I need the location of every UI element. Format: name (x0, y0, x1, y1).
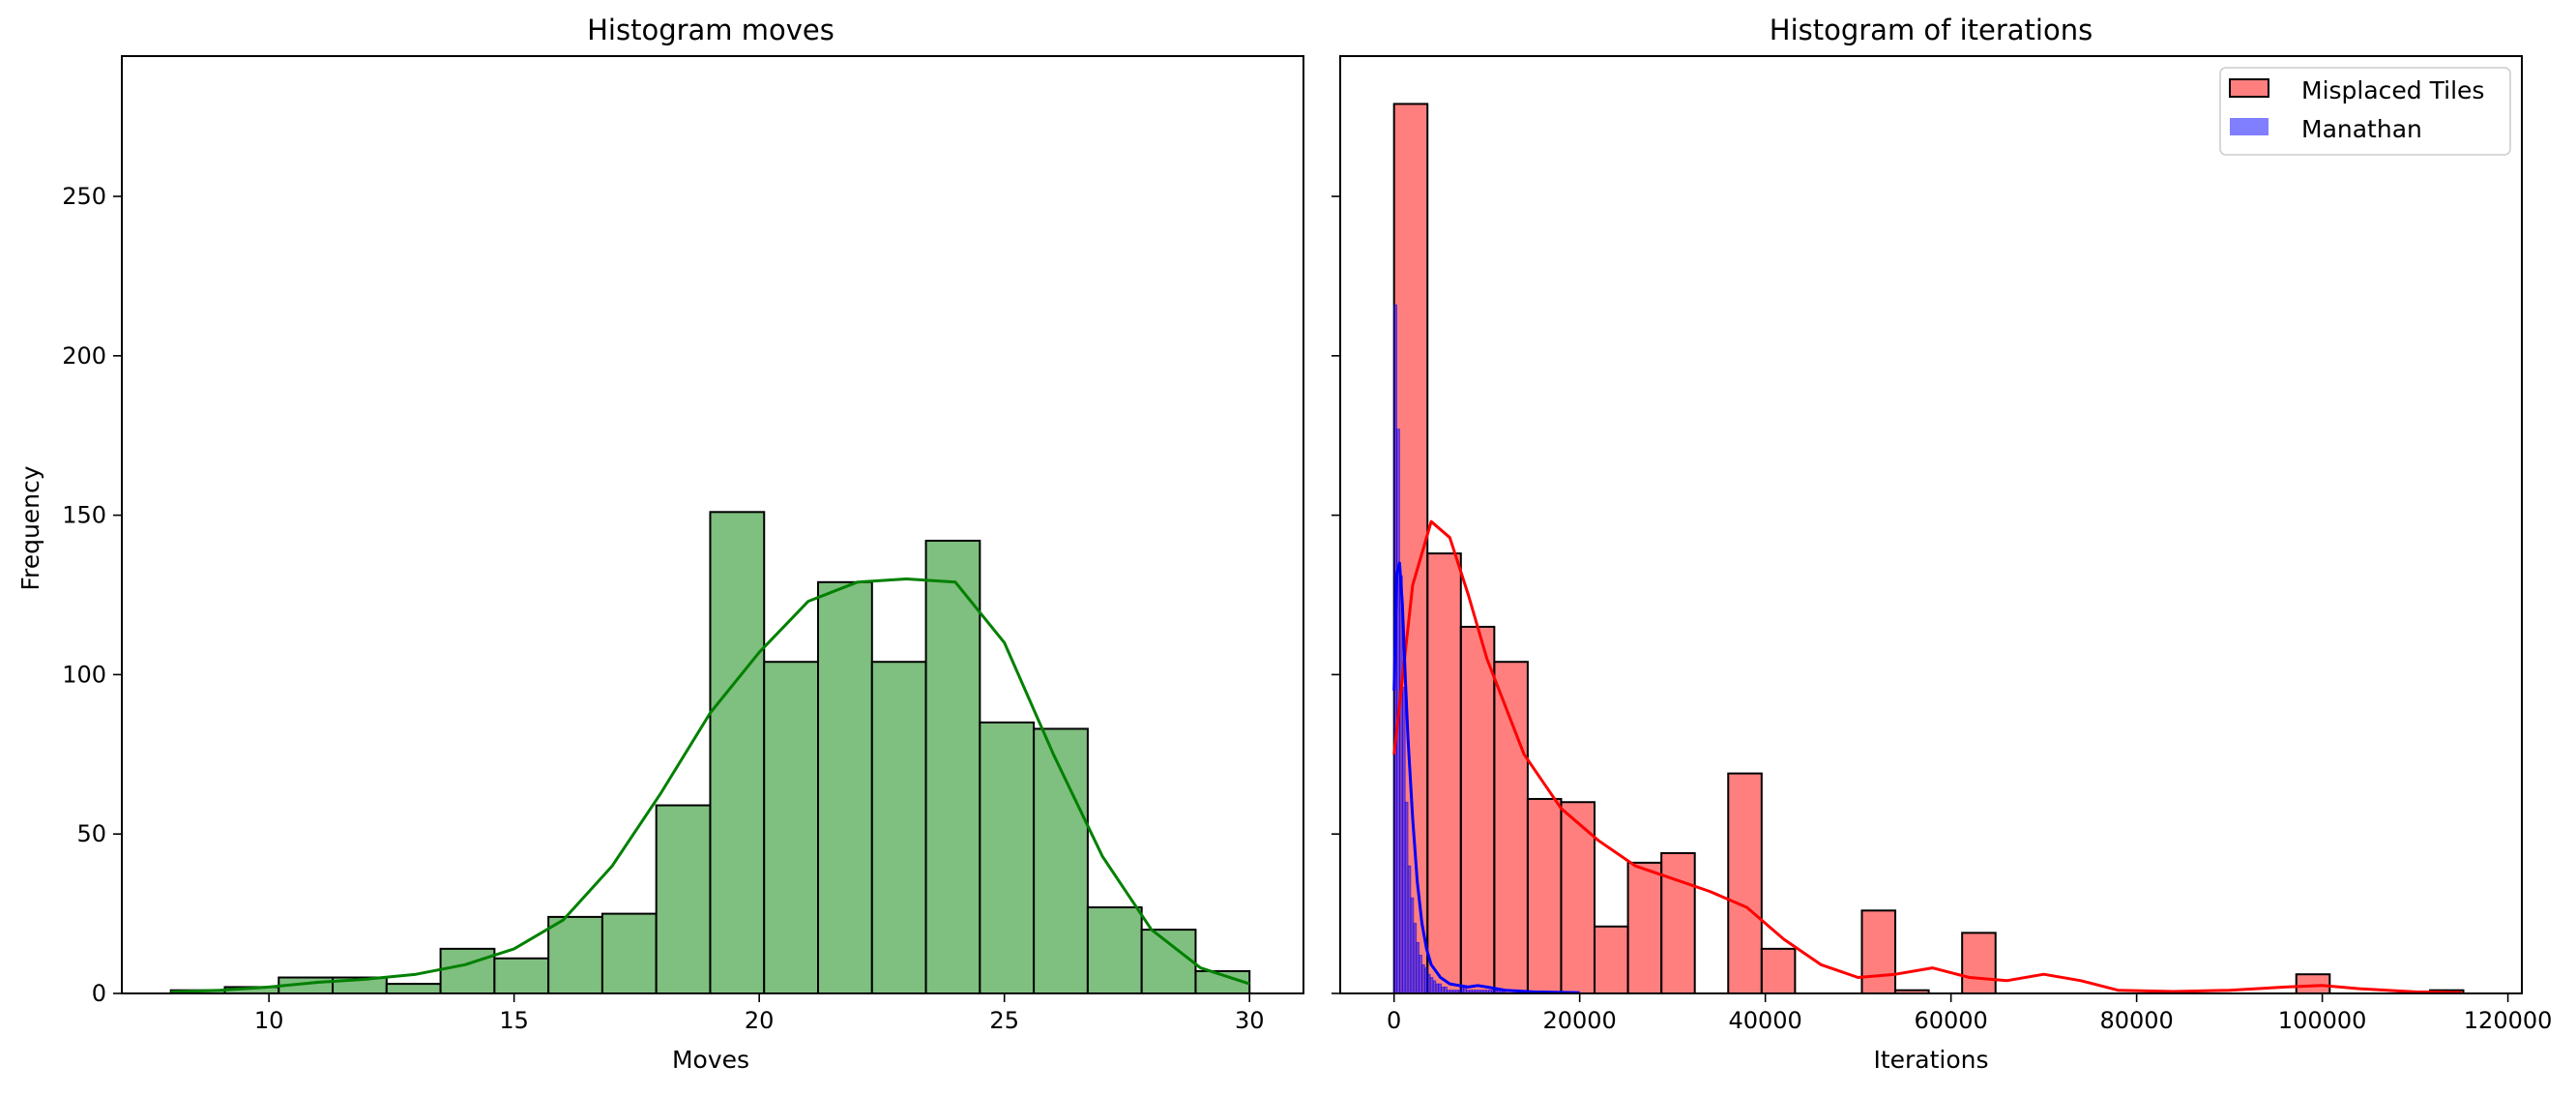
manathan-bar (1438, 983, 1443, 994)
iterations-axes-frame (1339, 55, 2523, 994)
moves-bar (870, 661, 927, 994)
moves-x-ticks: 10 15 20 25 30 (254, 993, 1265, 1034)
moves-bars (169, 511, 1251, 995)
moves-bar (493, 957, 550, 994)
iterations-x-tick-label: 80000 (2099, 1007, 2173, 1034)
iterations-x-tick-label: 40000 (1728, 1007, 1801, 1034)
moves-y-tick-label: 100 (62, 661, 106, 688)
moves-x-tick-label: 15 (499, 1007, 529, 1034)
moves-y-axis-label: Frequency (16, 465, 44, 590)
moves-bar (439, 947, 496, 994)
iterations-x-ticks: 0 20000 40000 60000 80000 100000 120000 (1387, 993, 2552, 1034)
moves-bar (817, 580, 873, 994)
misplaced-tiles-bar (1560, 801, 1596, 994)
manathan-bar (1426, 973, 1431, 994)
moves-y-tick-label: 50 (76, 820, 106, 847)
moves-kde-line (170, 577, 1250, 993)
manathan-bar (1404, 801, 1409, 994)
moves-bar (600, 912, 658, 995)
manathan-bar (1399, 575, 1403, 994)
misplaced-tiles-bar (1961, 932, 1997, 995)
moves-bar (385, 983, 442, 994)
misplaced-tiles-bar (1426, 552, 1462, 994)
moves-bar (547, 915, 603, 994)
moves-axes-frame (121, 55, 1304, 994)
misplaced-tiles-bar (1493, 661, 1529, 994)
moves-chart-title: Histogram moves (587, 14, 834, 46)
moves-x-tick-label: 20 (745, 1007, 775, 1034)
misplaced-tiles-bar (1459, 625, 1496, 994)
iterations-kde (1392, 519, 2462, 994)
moves-x-axis-label: Moves (672, 1046, 749, 1074)
misplaced-tiles-bar (1626, 861, 1663, 995)
moves-y-tick-label: 0 (92, 980, 106, 1007)
moves-bar (763, 661, 820, 994)
legend-box (2219, 67, 2511, 156)
moves-bar (709, 511, 766, 995)
misplaced-tiles-bar (1660, 851, 1696, 995)
moves-y-tick-label: 200 (62, 342, 106, 370)
manathan-bar (1413, 923, 1418, 994)
moves-bar (1140, 929, 1197, 994)
iterations-legend: Misplaced Tiles Manathan (2219, 67, 2511, 156)
manathan-bar (1401, 687, 1406, 994)
manathan-bar (1419, 955, 1422, 994)
manathan-bar (1416, 941, 1420, 994)
misplaced-tiles-bar (2295, 973, 2331, 994)
manathan-kde-line (1392, 561, 1580, 994)
manathan-bar (1407, 865, 1412, 994)
manathan-bar (1421, 963, 1425, 994)
moves-x-tick-label: 25 (989, 1007, 1019, 1034)
manathan-bar (1423, 967, 1428, 994)
misplaced-tiles-bar (1594, 925, 1629, 994)
legend-label-misplaced-tiles: Misplaced Tiles (2301, 76, 2484, 104)
iterations-x-tick-label: 0 (1387, 1007, 1401, 1034)
iterations-x-tick-label: 60000 (1914, 1007, 1987, 1034)
moves-y-tick-label: 150 (62, 502, 106, 529)
misplaced-tiles-bar (1526, 797, 1563, 994)
iterations-chart-title: Histogram of iterations (1770, 14, 2093, 46)
iterations-histogram-panel: Histogram of iterations Iterations 0 2000… (1332, 14, 2552, 1074)
moves-bar (655, 804, 712, 995)
moves-histogram-panel: Histogram moves Moves Frequency 10 15 20 25… (16, 14, 1304, 1074)
iterations-x-tick-label: 120000 (2464, 1007, 2553, 1034)
moves-bar (979, 721, 1036, 994)
legend-label-manathan: Manathan (2301, 115, 2422, 143)
iterations-y-ticks (1332, 195, 1340, 994)
iterations-x-axis-label: Iterations (1873, 1046, 1988, 1074)
iterations-x-tick-label: 100000 (2278, 1007, 2367, 1034)
misplaced-tiles-bar (1727, 772, 1763, 994)
moves-bar (924, 539, 981, 995)
legend-swatch-manathan (2230, 118, 2269, 135)
misplaced-tiles-kde-line (1392, 519, 2462, 994)
moves-y-ticks: 0 50 100 150 200 250 (62, 183, 122, 1007)
legend-swatch-misplaced-tiles (2229, 78, 2269, 98)
moves-x-tick-label: 10 (254, 1007, 284, 1034)
moves-kde (170, 577, 1250, 993)
manathan-bar (1432, 980, 1437, 994)
misplaced-tiles-bar (1760, 947, 1797, 994)
moves-x-tick-label: 30 (1235, 1007, 1265, 1034)
iterations-x-tick-label: 20000 (1542, 1007, 1616, 1034)
manathan-bar (1429, 977, 1434, 994)
moves-bar (1086, 906, 1143, 994)
manathan-bar (1410, 897, 1415, 994)
manathan-bar (1435, 983, 1440, 994)
misplaced-tiles-bar (1860, 909, 1897, 995)
moves-y-tick-label: 250 (62, 183, 106, 210)
